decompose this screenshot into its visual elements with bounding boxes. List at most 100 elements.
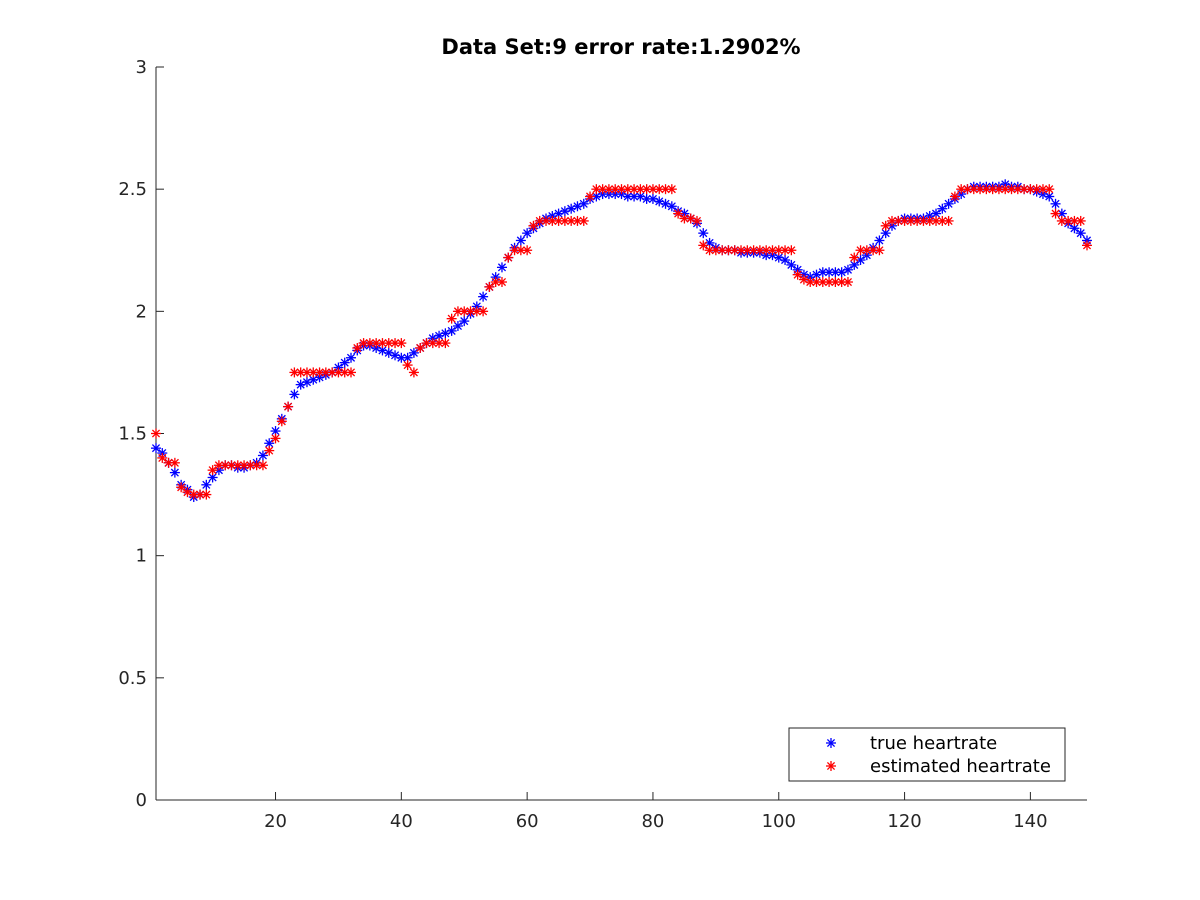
data-point	[257, 460, 268, 471]
data-point	[396, 352, 407, 363]
data-point	[647, 184, 658, 195]
data-point	[622, 184, 633, 195]
data-point	[264, 445, 275, 456]
x-tick-label: 20	[264, 811, 287, 832]
data-point	[257, 450, 268, 461]
data-point	[283, 401, 294, 412]
data-point	[824, 277, 835, 288]
data-point	[176, 482, 187, 493]
data-point	[842, 264, 853, 275]
x-tick-label: 120	[887, 811, 921, 832]
data-point	[201, 479, 212, 490]
chart-title: Data Set:9 error rate:1.2902%	[441, 35, 800, 59]
data-point	[169, 457, 180, 468]
data-point	[415, 342, 426, 353]
data-point	[207, 465, 218, 476]
data-point	[522, 228, 533, 239]
data-point	[949, 191, 960, 202]
data-point	[830, 267, 841, 278]
data-point	[880, 228, 891, 239]
data-point	[446, 325, 457, 336]
data-point	[842, 277, 853, 288]
data-point	[585, 191, 596, 202]
data-point	[968, 184, 979, 195]
data-point	[824, 267, 835, 278]
legend-marker-star	[826, 738, 836, 748]
data-point	[289, 389, 300, 400]
data-point	[446, 313, 457, 324]
x-tick-label: 140	[1013, 811, 1047, 832]
data-point	[346, 352, 357, 363]
data-point	[792, 269, 803, 280]
x-ticks: 20 40 60 80 100 120 140	[264, 792, 1048, 832]
data-point	[434, 338, 445, 349]
data-point	[880, 220, 891, 231]
data-point	[553, 215, 564, 226]
data-point	[1075, 228, 1086, 239]
data-point	[899, 215, 910, 226]
data-point	[698, 240, 709, 251]
y-tick-label: 0	[136, 790, 147, 811]
data-point	[547, 215, 558, 226]
data-point	[478, 306, 489, 317]
data-point	[836, 277, 847, 288]
data-point	[352, 342, 363, 353]
data-point	[276, 416, 287, 427]
y-tick-label: 2	[136, 301, 147, 322]
data-point	[578, 198, 589, 209]
data-point	[408, 347, 419, 358]
data-point	[188, 489, 199, 500]
data-point	[459, 316, 470, 327]
legend-marker-star	[826, 761, 836, 771]
data-point	[616, 184, 627, 195]
data-point	[396, 338, 407, 349]
data-point	[541, 215, 552, 226]
legend-marker-true-heartrate	[826, 738, 836, 748]
data-point	[496, 262, 507, 273]
legend-label-estimated-heartrate: estimated heartrate	[870, 756, 1051, 777]
data-point	[213, 460, 224, 471]
data-point	[239, 460, 250, 471]
data-point	[402, 360, 413, 371]
data-point	[591, 184, 602, 195]
series-true-heartrate	[151, 179, 1092, 503]
data-point	[855, 245, 866, 256]
data-point	[201, 489, 212, 500]
data-point	[1050, 208, 1061, 219]
data-point	[673, 208, 684, 219]
y-ticks: 0 0.5 1 1.5 2 2.5 3	[118, 57, 164, 811]
data-point	[440, 338, 451, 349]
legend-label-true-heartrate: true heartrate	[870, 733, 997, 754]
data-point	[1050, 198, 1061, 209]
data-point	[641, 184, 652, 195]
data-point	[358, 338, 369, 349]
data-point	[710, 245, 721, 256]
data-point	[169, 467, 180, 478]
data-point	[528, 220, 539, 231]
data-point	[270, 433, 281, 444]
data-point	[691, 215, 702, 226]
data-point	[522, 245, 533, 256]
data-point	[151, 428, 161, 439]
data-point	[478, 291, 489, 302]
data-point	[1069, 223, 1080, 234]
data-point	[780, 255, 791, 266]
data-point	[295, 367, 306, 378]
data-point	[1044, 184, 1055, 195]
data-point	[157, 452, 168, 463]
legend-box	[788, 727, 1066, 782]
series-estimated-heartrate	[151, 184, 1092, 500]
data-point	[597, 184, 608, 195]
data-point	[666, 184, 677, 195]
data-point	[912, 215, 923, 226]
data-point	[943, 215, 954, 226]
data-point	[484, 281, 495, 292]
data-point	[452, 320, 463, 331]
data-point	[339, 357, 350, 368]
y-tick-label: 1	[136, 546, 147, 567]
data-point	[698, 228, 709, 239]
legend: true heartrate estimated heartrate	[788, 727, 1066, 782]
data-point	[503, 252, 514, 263]
x-tick-label: 80	[641, 811, 664, 832]
